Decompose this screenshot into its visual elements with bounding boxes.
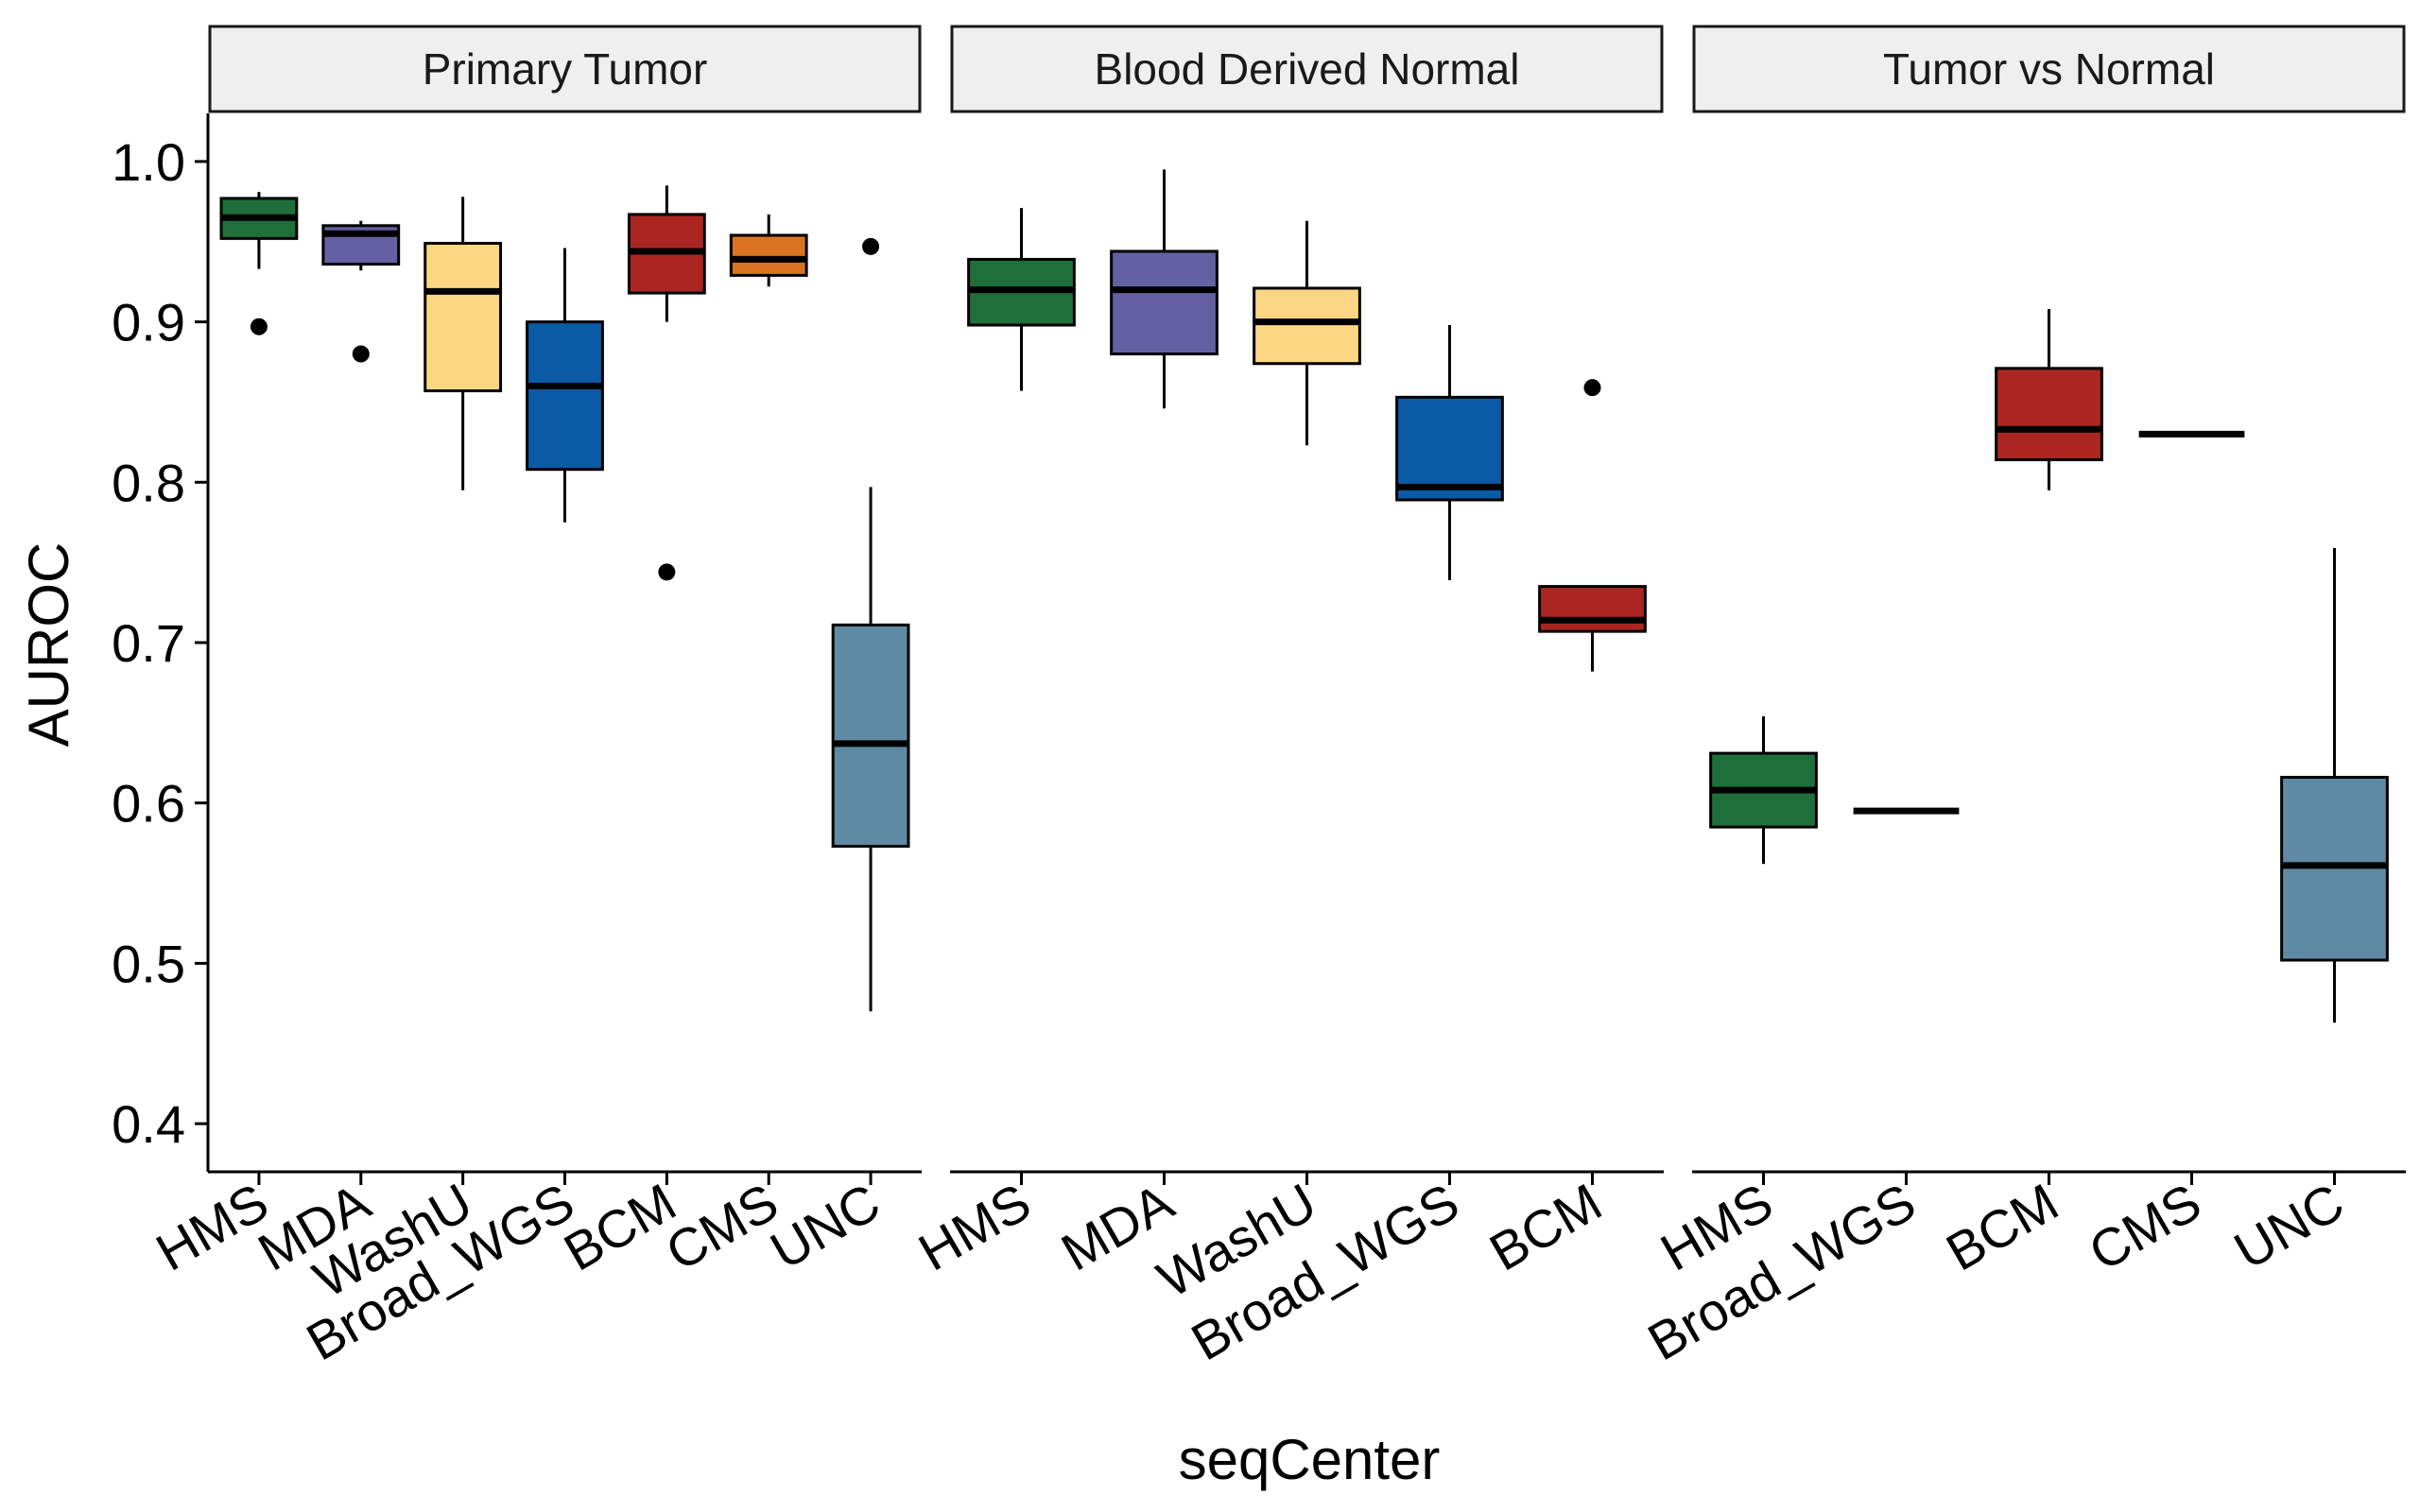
y-tick-label: 0.5 xyxy=(112,934,185,993)
box-hms xyxy=(219,192,299,335)
iqr-box xyxy=(1995,367,2103,462)
facet-strip xyxy=(208,25,922,113)
iqr-box xyxy=(1110,249,1219,356)
box-mda xyxy=(321,220,401,363)
box-mda xyxy=(1110,169,1219,409)
box-hms xyxy=(1709,716,1818,865)
facet-strip-label: Tumor vs Normal xyxy=(1883,44,2215,94)
iqr-box xyxy=(831,623,910,849)
box-unc xyxy=(2280,547,2389,1023)
x-tick-label: UNC xyxy=(2224,1172,2354,1280)
facet-strip-label: Primary Tumor xyxy=(423,44,708,94)
box-bcm xyxy=(1995,309,2103,490)
y-axis-title: AUROC xyxy=(17,542,80,747)
box-broad-wgs xyxy=(526,248,604,523)
x-tick-label: HMS xyxy=(908,1172,1040,1282)
y-tick-label: 1.0 xyxy=(112,132,185,192)
x-tick-label: BCM xyxy=(1479,1172,1611,1282)
y-tick-label: 0.9 xyxy=(112,293,185,352)
x-tick-label: UNC xyxy=(760,1172,890,1280)
panels-layer: Primary TumorHMSMDAWashUBroad_WGSBCMCMSU… xyxy=(147,25,2406,1372)
y-tick-label: 0.7 xyxy=(112,613,185,673)
outlier-point xyxy=(658,563,676,581)
box-broad-wgs xyxy=(1395,325,1504,580)
outlier-point xyxy=(250,318,268,335)
box-hms xyxy=(967,208,1076,391)
facet-strip xyxy=(950,25,1664,113)
box-cms xyxy=(729,214,808,287)
iqr-box xyxy=(1395,395,1504,502)
x-tick-label: BCM xyxy=(1936,1172,2067,1282)
x-tick-label: CMS xyxy=(2079,1172,2210,1282)
facet-strip xyxy=(1692,25,2406,113)
iqr-box xyxy=(1253,286,1361,366)
y-axis: 0.4 0.5 0.6 0.7 0.8 0.9 1.0 xyxy=(112,113,210,1172)
iqr-box xyxy=(1538,585,1647,633)
y-tick-label: 0.4 xyxy=(112,1094,185,1154)
outlier-point xyxy=(1583,379,1601,397)
facet-strip-label: Blood Derived Normal xyxy=(1095,44,1520,94)
iqr-box xyxy=(526,320,604,472)
box-bcm xyxy=(627,185,706,581)
box-unc xyxy=(831,237,910,1012)
y-tick-label: 0.6 xyxy=(112,774,185,833)
box-bcm xyxy=(1538,379,1647,672)
box-washu xyxy=(1253,220,1361,446)
outlier-point xyxy=(352,345,370,363)
facet-panel: Primary TumorHMSMDAWashUBroad_WGSBCMCMSU… xyxy=(147,25,922,1372)
iqr-box xyxy=(729,233,808,277)
box-washu xyxy=(424,197,503,490)
iqr-box xyxy=(424,241,503,393)
outlier-point xyxy=(862,237,880,255)
x-axis-title: seqCenter xyxy=(1179,1428,1441,1491)
y-tick-label: 0.8 xyxy=(112,453,185,512)
